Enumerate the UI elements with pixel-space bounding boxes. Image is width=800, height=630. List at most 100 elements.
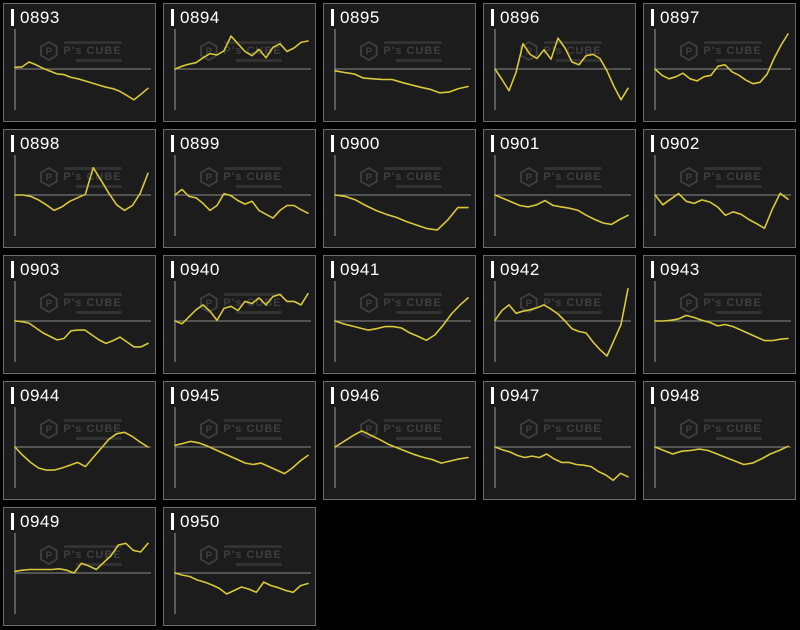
machine-chart-tile[interactable]: 0948 P P's CUBE [643,381,796,500]
data-line [174,440,309,475]
watermark-title: P's CUBE [223,44,282,57]
logo-letter: P [45,425,52,436]
logo-letter: P [525,299,532,310]
machine-chart-tile[interactable]: 0942 P P's CUBE [483,255,636,374]
sparkline-chart [174,29,311,110]
machine-chart-tile[interactable]: 0940 P P's CUBE [163,255,316,374]
watermark-title: P's CUBE [543,170,602,183]
watermark-text: P's CUBE [543,418,602,440]
machine-chart-tile[interactable]: 0898 P P's CUBE [3,129,156,248]
machine-number-label: 0899 [171,135,220,152]
label-accent-bar [11,9,14,26]
watermark-small-text-bottom [715,58,762,62]
ps-cube-watermark: P P's CUBE [677,166,762,188]
machine-number: 0897 [660,8,700,27]
logo-letter: P [45,299,52,310]
machine-number: 0949 [20,512,60,531]
data-line [174,35,309,70]
label-accent-bar [171,135,174,152]
watermark-small-text-top [383,418,442,422]
watermark-small-text-bottom [75,436,122,440]
machine-chart-tile[interactable]: 0902 P P's CUBE [643,129,796,248]
data-line [174,572,309,595]
machine-chart-tile[interactable]: 0893 P P's CUBE [3,3,156,122]
machine-chart-tile[interactable]: 0947 P P's CUBE [483,381,636,500]
sparkline-chart [654,29,791,110]
data-line [654,314,789,342]
data-line [174,188,309,219]
machine-chart-tile[interactable]: 0944 P P's CUBE [3,381,156,500]
machine-number: 0950 [180,512,220,531]
watermark-title: P's CUBE [383,422,442,435]
watermark-small-text-top [543,292,602,296]
machine-number: 0894 [180,8,220,27]
watermark-text: P's CUBE [383,166,442,188]
machine-chart-tile[interactable]: 0949 P P's CUBE [3,507,156,626]
ps-cube-watermark: P P's CUBE [517,166,602,188]
machine-number-label: 0894 [171,9,220,26]
ps-cube-watermark: P P's CUBE [357,40,442,62]
machine-chart-tile[interactable]: 0943 P P's CUBE [643,255,796,374]
watermark-text: P's CUBE [223,40,282,62]
machine-number-label: 0893 [11,9,60,26]
machine-chart-tile[interactable]: 0900 P P's CUBE [323,129,476,248]
sparkline-chart [174,155,311,236]
ps-cube-hexagon-logo-icon: P [679,40,698,62]
label-accent-bar [331,135,334,152]
logo-letter: P [365,47,372,58]
ps-cube-hexagon-logo-icon: P [39,292,58,314]
machine-chart-tile[interactable]: 0899 P P's CUBE [163,129,316,248]
watermark-small-text-top [223,418,282,422]
machine-number-label: 0900 [331,135,380,152]
sparkline-chart [14,281,151,362]
watermark-text: P's CUBE [383,40,442,62]
machine-chart-tile[interactable]: 0897 P P's CUBE [643,3,796,122]
machine-chart-tile[interactable]: 0896 P P's CUBE [483,3,636,122]
data-line [494,287,629,357]
ps-cube-hexagon-logo-icon: P [39,166,58,188]
machine-chart-tile[interactable]: 0901 P P's CUBE [483,129,636,248]
watermark-small-text-top [63,40,122,44]
watermark-small-text-top [223,40,282,44]
logo-letter: P [45,551,52,562]
ps-cube-watermark: P P's CUBE [37,418,122,440]
watermark-text: P's CUBE [223,166,282,188]
machine-chart-tile[interactable]: 0946 P P's CUBE [323,381,476,500]
watermark-small-text-bottom [75,184,122,188]
label-accent-bar [491,387,494,404]
machine-chart-tile[interactable]: 0895 P P's CUBE [323,3,476,122]
watermark-small-text-top [703,40,762,44]
data-line [654,445,789,466]
machine-number-label: 0949 [11,513,60,530]
label-accent-bar [331,9,334,26]
watermark-small-text-top [63,292,122,296]
logo-letter: P [205,299,212,310]
sparkline-chart [174,533,311,614]
watermark-small-text-top [703,418,762,422]
watermark-small-text-bottom [715,436,762,440]
sparkline-chart [494,407,631,488]
machine-chart-tile[interactable]: 0903 P P's CUBE [3,255,156,374]
machine-number-label: 0942 [491,261,540,278]
watermark-text: P's CUBE [63,40,122,62]
ps-cube-watermark: P P's CUBE [677,292,762,314]
watermark-small-text-top [63,418,122,422]
watermark-title: P's CUBE [703,44,762,57]
machine-chart-tile[interactable]: 0941 P P's CUBE [323,255,476,374]
watermark-title: P's CUBE [223,548,282,561]
watermark-small-text-top [223,544,282,548]
watermark-title: P's CUBE [703,296,762,309]
machine-number: 0948 [660,386,700,405]
watermark-small-text-top [703,292,762,296]
data-line [654,192,789,230]
watermark-small-text-top [543,418,602,422]
watermark-small-text-top [223,166,282,170]
machine-chart-tile[interactable]: 0894 P P's CUBE [163,3,316,122]
machine-chart-tile[interactable]: 0950 P P's CUBE [163,507,316,626]
watermark-small-text-bottom [75,58,122,62]
watermark-small-text-bottom [555,58,602,62]
watermark-small-text-top [63,544,122,548]
ps-cube-watermark: P P's CUBE [197,166,282,188]
machine-chart-tile[interactable]: 0945 P P's CUBE [163,381,316,500]
label-accent-bar [651,261,654,278]
